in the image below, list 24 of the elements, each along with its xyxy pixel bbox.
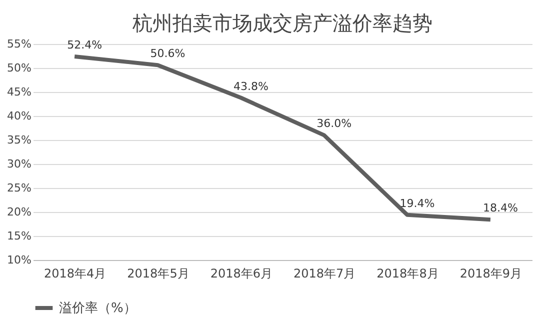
x-tick-label: 2018年4月 — [44, 266, 106, 280]
legend-label: 溢价率（%） — [59, 300, 136, 316]
y-tick-label: 20% — [7, 206, 32, 218]
y-tick-label: 25% — [7, 182, 32, 194]
x-tick-label: 2018年6月 — [210, 266, 273, 280]
data-label: 19.4% — [400, 196, 435, 210]
y-tick-label: 35% — [7, 134, 32, 146]
x-tick-label: 2018年7月 — [293, 266, 356, 280]
y-tick-label: 40% — [7, 110, 32, 122]
data-label: 18.4% — [482, 202, 518, 215]
y-tick-label: 45% — [7, 86, 32, 98]
x-tick-label: 2018年9月 — [460, 266, 522, 280]
chart-title: 杭州拍卖市场成交房产溢价率趋势 — [132, 11, 432, 35]
data-label: 43.8% — [233, 80, 268, 93]
y-tick-label: 15% — [7, 230, 32, 242]
y-tick-label: 30% — [7, 158, 32, 170]
x-tick-label: 2018年8月 — [376, 266, 439, 280]
x-tick-label: 2018年5月 — [127, 266, 190, 280]
data-label: 36.0% — [316, 117, 352, 130]
y-tick-label: 10% — [7, 254, 32, 266]
y-tick-label: 50% — [7, 62, 32, 74]
data-label: 50.6% — [150, 47, 186, 60]
y-tick-label: 55% — [7, 38, 32, 50]
data-label: 52.4% — [67, 38, 102, 52]
